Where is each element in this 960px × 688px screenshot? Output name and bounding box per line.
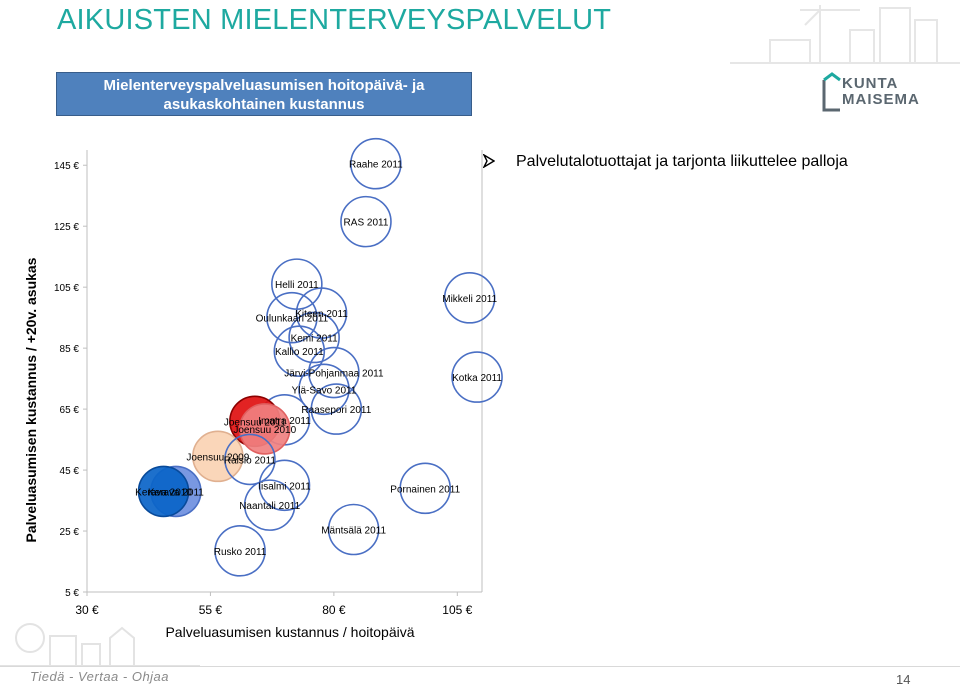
y-tick-label: 5 € [65,588,79,599]
y-tick-label: 45 € [60,466,80,477]
y-tick-label: 65 € [60,405,80,416]
logo-text-line-2: MAISEMA [842,91,920,108]
bubble-point [350,137,402,190]
bubble-label: Joensuu 2011 [224,417,287,428]
bubble-label: Kerava 2010 [135,487,192,498]
bubble-label: Kerava 2011 [148,487,204,498]
bubble-label: Pornainen 2011 [390,484,460,495]
bubble-point [238,403,291,455]
bubble-label: Rusko 2011 [214,547,267,558]
bubble-point [137,465,190,518]
x-tick-label: 105 € [442,603,472,617]
chart-axes: 5 € 25 € 45 € 65 € 85 € 105 € 125 € 145 € 30 € 55… [54,150,483,617]
x-tick-label: 55 € [199,603,223,617]
bubble-point [308,346,360,399]
city-skyline-decoration [730,5,960,64]
bubble-point [258,459,311,512]
bubble-label: Oulunkaari 2011 [256,314,329,325]
y-tick-label: 125 € [54,222,79,233]
town-silhouette-decoration [0,623,200,667]
arrow-bullet-icon [483,154,495,168]
bubble-label: Raisio 2011 [224,455,277,466]
bubble-label: Kallio 2011 [275,347,324,358]
page-title: AIKUISTEN MIELENTERVEYSPALVELUT [57,4,612,36]
y-tick-label: 105 € [54,283,79,294]
bubble-label: RAS 2011 [344,218,389,229]
x-tick-label: 30 € [75,603,99,617]
bubble-point [273,325,326,377]
bubble-point [288,311,340,364]
bubble-label: Helli 2011 [275,280,319,291]
logo-text-line-1: KUNTA [842,75,899,92]
bullet-text: Palvelutalotuottajat ja tarjonta liikutt… [516,153,848,170]
y-tick-label: 25 € [60,527,80,538]
y-axis-label: Palveluasumisen kustannus / +20v. asukas [23,257,39,542]
bubble-label: Raahe 2011 [349,160,403,171]
bubble-point [340,195,392,248]
x-axis-label: Palveluasumisen kustannus / hoitopäivä [165,624,414,640]
subtitle-line-1: Mielenterveyspalveluasumisen hoitopäivä-… [103,77,425,94]
bubble-label: Kemi 2011 [291,333,339,344]
bubble-point [214,525,266,577]
bubble-point [298,363,350,416]
bubble-point [327,503,380,556]
logo-mark-icon [822,72,841,112]
kuntamaisema-logo: KUNTA MAISEMA [820,70,930,116]
y-tick-label: 145 € [54,161,79,172]
bubble-point [266,291,318,344]
bubble-label: Ylä-Savo 2011 [292,385,357,396]
bubble-label: Naantali 2011 [239,501,300,512]
footer-divider [0,666,960,667]
chart-bubbles [137,137,503,577]
bubble-label: Joensuu 2010 [233,425,296,436]
bubble-label: Joensuu 2009 [186,452,249,463]
bubble-label: Järvi-Pohjanmaa 2011 [284,369,384,380]
bubble-label: Kiteen 2011 [295,309,348,320]
bubble-point [224,433,276,486]
bubble-label: Mäntsälä 2011 [321,526,386,537]
bubble-point [443,272,496,324]
y-tick-label: 85 € [60,344,80,355]
bubble-label: Imatra 2011 [258,416,311,427]
x-tick-label: 80 € [322,603,346,617]
page-number: 14 [896,672,911,687]
subtitle-line-2: asukaskohtainen kustannus [163,96,365,113]
bubble-point [451,351,503,403]
bubble-label: Kotka 2011 [452,373,502,384]
bubble-label: Iisalmi 2011 [258,481,311,492]
bubble-label: Mikkeli 2011 [442,294,497,305]
bubble-label: Raasepori 2011 [301,405,371,416]
bubble-point [310,383,363,435]
bubble-point [243,479,296,531]
chart-subtitle-box: Mielenterveyspalveluasumisen hoitopäivä-… [56,72,472,116]
bubble-point [399,462,452,515]
footer-slogan: Tiedä - Vertaa - Ohjaa [30,669,170,684]
chart-point-labels: Raahe 2011 RAS 2011 Helli 2011 Mikkeli 2011… [135,160,502,558]
